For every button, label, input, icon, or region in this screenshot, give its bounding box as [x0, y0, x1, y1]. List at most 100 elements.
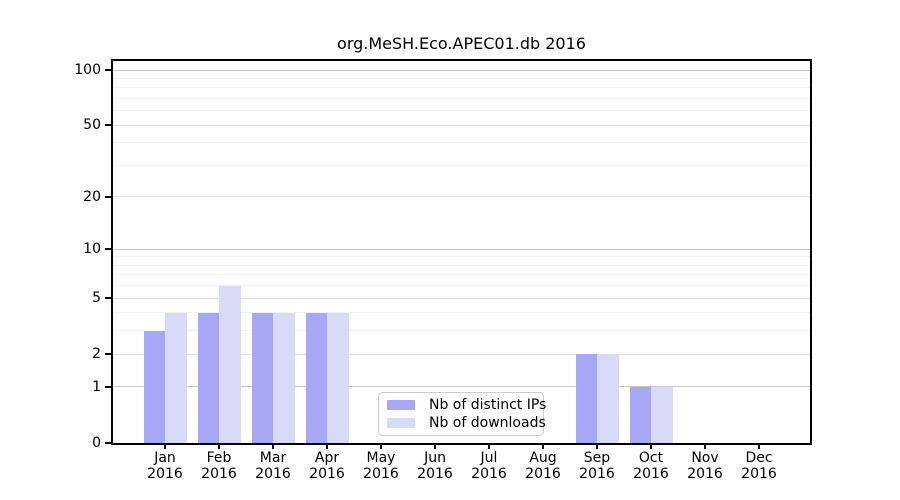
- bar-downloads-jan: [165, 312, 187, 443]
- x-tick-month: Mar: [259, 450, 287, 466]
- x-tick-sep: [596, 443, 598, 449]
- x-tick-month: Oct: [638, 450, 664, 466]
- x-tick-year: 2016: [417, 466, 453, 482]
- legend-swatch-distinct-ips-icon: [387, 400, 415, 410]
- y-tick-0: [105, 442, 112, 444]
- y-tick-label-10: 10: [83, 241, 101, 258]
- x-tick-year: 2016: [201, 466, 237, 482]
- gridline-minor-9: [113, 256, 810, 258]
- x-tick-year: 2016: [255, 466, 291, 482]
- gridline-decade-10: [113, 248, 810, 250]
- y-tick-1: [105, 385, 112, 388]
- x-tick-apr: [326, 443, 328, 449]
- bar-ips-feb: [197, 312, 219, 443]
- bar-downloads-sep: [597, 354, 619, 443]
- x-tick-label-mar: Mar 2016: [241, 450, 305, 482]
- gridline-minor-70: [113, 98, 810, 100]
- bar-downloads-feb: [219, 285, 241, 443]
- gridline-decade-1: [113, 386, 810, 388]
- x-tick-year: 2016: [147, 466, 183, 482]
- legend-swatch-downloads-icon: [387, 418, 415, 428]
- x-tick-year: 2016: [471, 466, 507, 482]
- legend-label-downloads: Nb of downloads: [429, 415, 546, 431]
- x-tick-year: 2016: [579, 466, 615, 482]
- gridline-major-20: [113, 196, 810, 198]
- x-tick-label-jul: Jul 2016: [457, 450, 521, 482]
- x-tick-year: 2016: [309, 466, 345, 482]
- x-tick-label-feb: Feb 2016: [187, 450, 251, 482]
- gridline-decade-100: [113, 69, 810, 71]
- x-tick-label-aug: Aug 2016: [511, 450, 575, 482]
- x-tick-label-may: May 2016: [349, 450, 413, 482]
- x-tick-jul: [488, 443, 490, 449]
- x-tick-mar: [272, 443, 274, 449]
- y-tick-label-1: 1: [92, 378, 101, 395]
- x-tick-year: 2016: [633, 466, 669, 482]
- y-tick-label-50: 50: [83, 117, 101, 134]
- x-tick-year: 2016: [741, 466, 777, 482]
- x-tick-month: Aug: [529, 450, 557, 466]
- x-tick-month: Dec: [745, 450, 773, 466]
- bar-downloads-apr: [327, 312, 349, 443]
- y-tick-label-2: 2: [92, 346, 101, 363]
- gridline-minor-40: [113, 142, 810, 144]
- y-tick-label-100: 100: [74, 62, 101, 79]
- x-tick-month: Feb: [206, 450, 232, 466]
- x-tick-label-apr: Apr 2016: [295, 450, 359, 482]
- x-tick-label-dec: Dec 2016: [727, 450, 791, 482]
- gridline-minor-6: [113, 285, 810, 287]
- gridline-minor-8: [113, 264, 810, 266]
- gridline-major-5: [113, 297, 810, 299]
- chart-title: org.MeSH.Eco.APEC01.db 2016: [337, 34, 586, 53]
- plot-area: [113, 61, 810, 443]
- x-tick-month: Apr: [314, 450, 340, 466]
- legend-label-distinct-ips: Nb of distinct IPs: [429, 397, 547, 413]
- y-tick-label-0: 0: [92, 435, 101, 451]
- gridline-major-2: [113, 353, 810, 355]
- legend: Nb of distinct IPs Nb of downloads: [378, 392, 546, 436]
- x-tick-month: Jun: [424, 450, 446, 466]
- bar-ips-mar: [251, 312, 273, 443]
- x-tick-year: 2016: [363, 466, 399, 482]
- x-tick-nov: [704, 443, 706, 449]
- x-tick-month: Nov: [691, 450, 719, 466]
- y-tick-50: [105, 124, 112, 127]
- x-tick-feb: [218, 443, 220, 449]
- x-tick-label-jan: Jan 2016: [133, 450, 197, 482]
- x-tick-month: Sep: [583, 450, 611, 466]
- bar-downloads-oct: [651, 386, 673, 443]
- gridline-minor-3: [113, 330, 810, 332]
- gridline-minor-90: [113, 77, 810, 79]
- y-tick-10: [105, 248, 112, 251]
- gridline-minor-4: [113, 312, 810, 314]
- x-tick-may: [380, 443, 382, 449]
- gridline-minor-60: [113, 110, 810, 112]
- x-tick-label-sep: Sep 2016: [565, 450, 629, 482]
- gridline-minor-30: [113, 165, 810, 166]
- x-tick-label-nov: Nov 2016: [673, 450, 737, 482]
- y-tick-label-20: 20: [83, 188, 101, 205]
- bar-ips-apr: [305, 312, 327, 443]
- x-tick-month: Jan: [154, 450, 176, 466]
- x-tick-jun: [434, 443, 436, 449]
- x-tick-dec: [758, 443, 760, 449]
- x-tick-oct: [650, 443, 652, 449]
- bar-downloads-mar: [273, 312, 295, 443]
- gridline-major-50: [113, 124, 810, 126]
- x-tick-aug: [542, 443, 544, 449]
- y-tick-5: [105, 297, 112, 300]
- x-tick-month: Jul: [480, 450, 498, 466]
- x-tick-label-jun: Jun 2016: [403, 450, 467, 482]
- x-tick-year: 2016: [525, 466, 561, 482]
- bar-ips-jan: [143, 330, 165, 443]
- bar-ips-sep: [575, 354, 597, 443]
- y-tick-20: [105, 195, 112, 198]
- gridline-minor-80: [113, 87, 810, 89]
- gridline-minor-7: [113, 274, 810, 276]
- y-tick-100: [105, 69, 112, 72]
- bar-ips-oct: [629, 386, 651, 443]
- legend-item-distinct-ips: Nb of distinct IPs: [387, 396, 546, 414]
- x-tick-label-oct: Oct 2016: [619, 450, 683, 482]
- y-tick-label-5: 5: [92, 290, 101, 307]
